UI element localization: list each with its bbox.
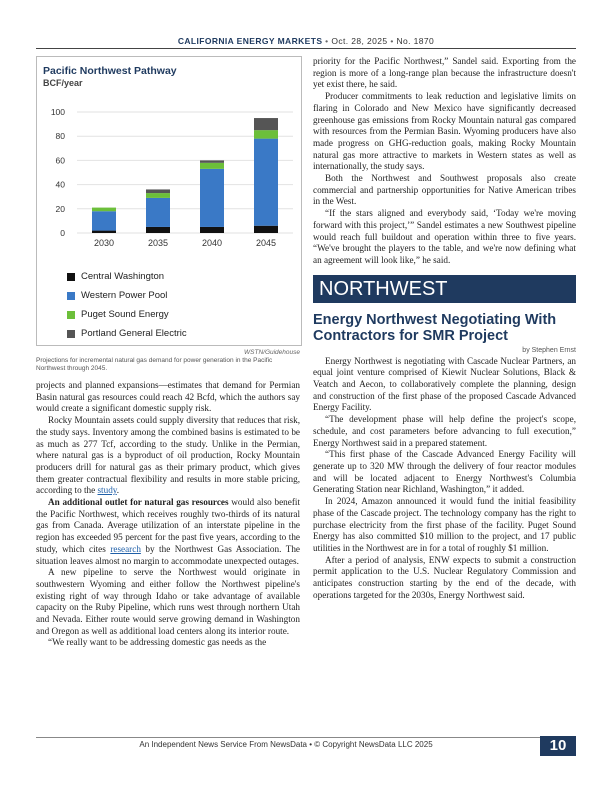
left-article-text: projects and planned expansions—estimate… [36, 380, 300, 649]
paragraph: In 2024, Amazon announced it would fund … [313, 496, 576, 553]
y-tick-label: 80 [56, 131, 66, 141]
bar-segment [200, 226, 224, 233]
header-separator: • [390, 36, 394, 46]
paragraph: “The development phase will help define … [313, 414, 576, 448]
article-byline: by Stephen Ernst [522, 346, 576, 354]
page-number: 10 [540, 736, 576, 756]
research-link[interactable]: research [110, 543, 141, 554]
legend-label: Portland General Electric [81, 328, 187, 339]
issue-number: No. 1870 [396, 36, 435, 46]
paragraph: “This first phase of the Cascade Advance… [313, 449, 576, 495]
y-tick-label: 0 [60, 228, 65, 238]
chart-legend: Central Washington Western Power Pool Puge… [67, 267, 187, 343]
chart-title: Pacific Northwest Pathway [43, 65, 177, 77]
header-rule [36, 48, 576, 49]
legend-label: Central Washington [81, 271, 165, 282]
paragraph: An additional outlet for natural gas res… [36, 497, 300, 567]
paragraph: A new pipeline to serve the Northwest wo… [36, 567, 300, 636]
y-tick-label: 60 [56, 155, 66, 165]
paragraph: After a period of analysis, ENW expects … [313, 554, 576, 600]
study-link[interactable]: study [97, 485, 117, 496]
bar-segment [254, 138, 278, 226]
paragraph: priority for the Pacific Northwest,” San… [313, 56, 576, 90]
bar-segment [146, 189, 170, 194]
chart-credit: WSTN/Guidehouse [244, 349, 300, 356]
paragraph-text: Rocky Mountain assets could supply diver… [36, 415, 300, 496]
legend-swatch [67, 329, 75, 338]
bar-segment [254, 118, 278, 131]
right-column: priority for the Pacific Northwest,” San… [313, 56, 576, 601]
section-banner: NORTHWEST [313, 274, 576, 303]
legend-label: Puget Sound Energy [81, 309, 169, 320]
legend-swatch [67, 272, 75, 281]
paragraph: Energy Northwest is negotiating with Cas… [313, 355, 576, 413]
bar-segment [200, 162, 224, 169]
bar-segment [146, 193, 170, 198]
paragraph: “If the stars aligned and everybody said… [313, 208, 576, 265]
legend-item: Portland General Electric [67, 324, 187, 343]
chart-caption: Projections for incremental natural gas … [36, 357, 273, 372]
page-header: CALIFORNIA ENERGY MARKETS • Oct. 28, 202… [0, 36, 612, 46]
x-tick-label: 2035 [148, 238, 168, 248]
article-headline: Energy Northwest Negotiating With Contra… [313, 311, 557, 344]
bar-segment [146, 197, 170, 227]
bar-segment [254, 130, 278, 139]
header-separator: • [325, 36, 329, 46]
y-tick-label: 20 [56, 204, 66, 214]
legend-swatch [67, 310, 75, 319]
right-article-text: priority for the Pacific Northwest,” San… [313, 56, 576, 267]
bar-segment [254, 225, 278, 233]
paragraph-text: by the Northwest Gas Association. The si… [36, 543, 300, 566]
issue-date: Oct. 28, 2025 [331, 36, 388, 46]
bar-segment [92, 207, 116, 212]
legend-item: Western Power Pool [67, 286, 187, 305]
publication-name: CALIFORNIA ENERGY MARKETS [177, 36, 323, 46]
x-tick-label: 2045 [256, 238, 276, 248]
paragraph: Producer commitments to leak reduction a… [313, 91, 576, 172]
footer-rule [36, 737, 576, 738]
bar-segment [92, 230, 116, 233]
footer-text: An Independent News Service From NewsDat… [139, 740, 433, 749]
paragraph-text: benefit the Pacific Northwest, which rec… [36, 497, 300, 554]
paragraph: “We really want to be addressing domesti… [48, 637, 267, 648]
bar-segment [146, 226, 170, 233]
left-column: Pacific Northwest Pathway BCF/year 0 20 40… [36, 56, 302, 649]
x-tick-label: 2030 [94, 238, 114, 248]
bar-segment [92, 211, 116, 231]
x-tick-label: 2040 [202, 238, 222, 248]
legend-item: Puget Sound Energy [67, 305, 187, 324]
bar-segment [200, 160, 224, 163]
paragraph: Both the Northwest and Southwest proposa… [313, 173, 576, 207]
paragraph: projects and planned expansions—estimate… [36, 380, 300, 414]
chart-figure: Pacific Northwest Pathway BCF/year 0 20 40… [36, 56, 302, 346]
legend-label: Western Power Pool [81, 290, 168, 301]
chart-unit: BCF/year [43, 78, 83, 88]
y-tick-label: 40 [56, 180, 66, 190]
y-tick-label: 100 [51, 107, 65, 117]
paragraph: Rocky Mountain assets could supply diver… [36, 415, 300, 496]
article-body: Energy Northwest is negotiating with Cas… [313, 356, 576, 602]
subhead: An additional outlet for natural gas res… [48, 497, 229, 508]
subhead-tail: would also [231, 497, 272, 508]
legend-swatch [67, 291, 75, 300]
legend-item: Central Washington [67, 267, 187, 286]
bar-segment [200, 168, 224, 227]
